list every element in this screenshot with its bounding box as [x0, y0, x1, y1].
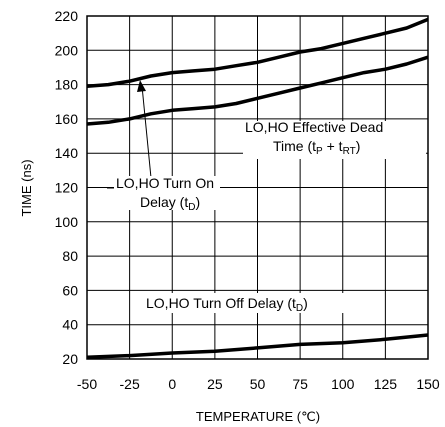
x-tick-label: 150	[416, 376, 440, 392]
turn-off-label: LO,HO Turn Off Delay (tD)	[146, 295, 308, 314]
turn-off-label-bg	[143, 293, 365, 313]
y-tick-label: 200	[55, 42, 79, 58]
series-line-0	[86, 17, 429, 89]
x-tick-label: -50	[77, 376, 97, 392]
turn-on-label-line2: Delay (tD)	[140, 194, 200, 213]
y-tick-label: 100	[55, 214, 79, 230]
y-tick-label: 40	[62, 317, 78, 333]
grid	[86, 15, 429, 360]
x-tick-label: 50	[250, 376, 266, 392]
dead-time-label-bg	[243, 121, 426, 159]
y-tick-label: 160	[55, 111, 79, 127]
x-tick-label: 125	[374, 376, 398, 392]
turn-on-pointer-line	[141, 85, 153, 189]
turn-on-label-bg	[114, 176, 220, 210]
series-line-2	[86, 333, 429, 360]
x-tick-label: 75	[292, 376, 308, 392]
y-tick-label: 60	[62, 282, 78, 298]
dead-time-label-line2: Time (tP + tRT)	[273, 138, 360, 157]
series-line-1	[86, 55, 429, 126]
turn-on-label-line1: LO,HO Turn On	[116, 175, 214, 191]
x-tick-label: 25	[207, 376, 223, 392]
y-tick-label: 80	[62, 248, 78, 264]
plot-frame	[86, 15, 429, 360]
turn-on-arrowhead	[137, 80, 146, 92]
y-tick-label: 120	[55, 180, 79, 196]
x-tick-label: -25	[120, 376, 140, 392]
x-tick-label: 100	[331, 376, 355, 392]
dead-time-label-line1: LO,HO Effective Dead	[245, 119, 383, 135]
tick-labels: -50 -25 0 25 50 75 100 125 150 20 40 60 80 100 120 140 1…	[55, 8, 440, 392]
x-tick-label: 0	[168, 376, 176, 392]
y-tick-label: 20	[62, 351, 78, 367]
y-axis-label: TIME (ns)	[19, 159, 34, 216]
y-tick-label: 180	[55, 77, 79, 93]
series-lines	[86, 17, 429, 360]
x-axis-label: TEMPERATURE (℃)	[196, 409, 320, 424]
y-tick-label: 220	[55, 8, 79, 24]
y-tick-label: 140	[55, 145, 79, 161]
